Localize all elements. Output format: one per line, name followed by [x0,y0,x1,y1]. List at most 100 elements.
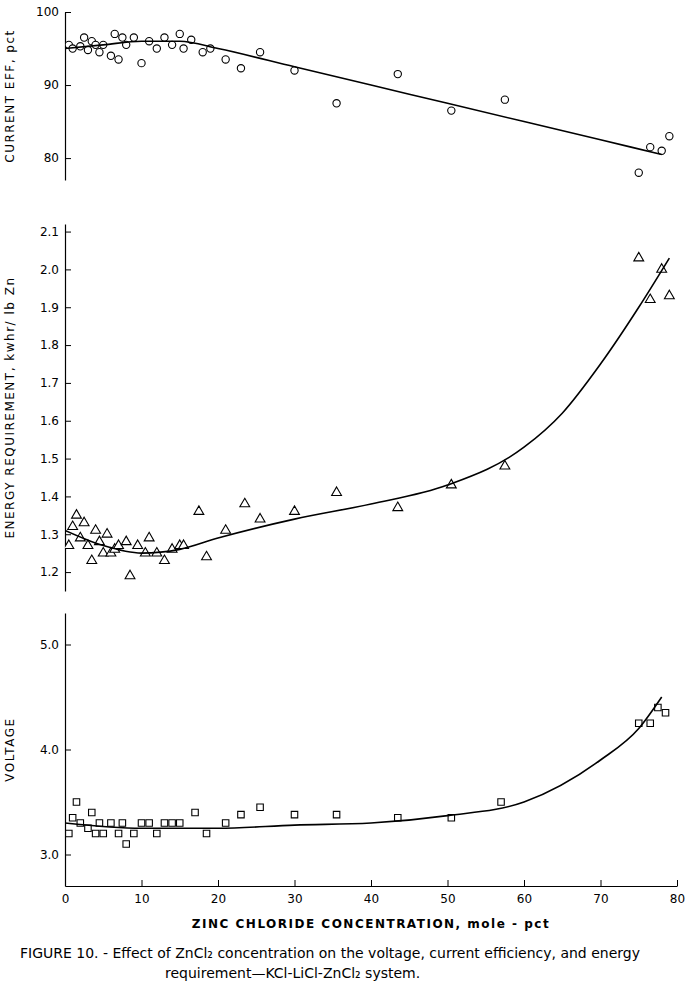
tick-label: 2.0 [40,263,59,277]
y-tick: 80 [44,151,71,165]
y-tick: 1.8 [40,338,71,352]
point [177,820,183,826]
point [203,830,209,836]
point [87,555,97,564]
x-tick: 10 [134,880,149,906]
point [131,830,137,836]
point [161,34,168,41]
point [130,34,137,41]
point [176,30,183,37]
y-tick: 2.0 [40,263,71,277]
point [666,133,673,140]
tick-label: 1.5 [40,452,59,466]
y-axis: 1.21.31.41.51.61.71.81.92.02.1 [40,225,71,592]
point [154,830,160,836]
point [238,811,244,817]
point [222,56,229,63]
tick-label: 50 [440,892,455,906]
tick-label: 70 [593,892,608,906]
y-axis: 80 90 100 [36,5,71,180]
tick-mark [677,880,678,886]
tick-label: 1.7 [40,376,59,390]
point [123,841,129,847]
point [138,820,144,826]
point [144,532,154,541]
y-tick: 4.0 [40,743,71,757]
point [221,525,231,534]
point [108,820,114,826]
fit-line [65,41,662,154]
x-tick: 20 [211,880,226,906]
point [290,506,300,515]
tick-mark [65,158,71,159]
plot-area [65,697,669,847]
point [169,820,175,826]
point [255,513,265,522]
tick-mark [65,307,71,308]
point [140,547,150,556]
point [240,498,250,507]
point [199,49,206,56]
tick-mark [601,880,602,886]
tick-label: 80 [670,892,685,906]
point [498,799,504,805]
point [96,49,103,56]
y-tick: 100 [36,5,71,19]
point [647,720,653,726]
tick-label: 60 [517,892,532,906]
tick-label: 1.8 [40,338,59,352]
x-tick: 40 [364,880,379,906]
tick-mark [65,459,71,460]
axis-line [66,886,678,887]
tick-mark [65,750,71,751]
point [65,540,74,549]
axis-line [65,13,66,181]
y-tick: 5.0 [40,638,71,652]
y-label: CURRENT EFF, pct [3,29,17,162]
tick-label: 100 [36,5,59,19]
point [180,45,187,52]
tick-label: 1.9 [40,301,59,315]
point [647,143,654,150]
point [102,529,112,538]
point [153,45,160,52]
tick-mark [142,880,143,886]
x-tick: 50 [440,880,455,906]
tick-mark [65,534,71,535]
tick-label: 40 [364,892,379,906]
y-tick: 1.4 [40,490,71,504]
tick-mark [65,855,71,856]
y-tick: 2.1 [40,225,71,239]
y-tick: 90 [44,78,71,92]
point [89,809,95,815]
fit-line [65,258,669,553]
point [393,502,403,511]
tick-mark [218,880,219,886]
point [194,506,204,515]
point [160,555,170,564]
tick-label: 4.0 [40,743,59,757]
point [168,41,175,48]
point [111,30,118,37]
tick-label: 1.6 [40,414,59,428]
tick-label: 10 [134,892,149,906]
x-tick: 70 [593,880,608,906]
point [68,521,78,530]
point [146,820,152,826]
tick-mark [65,269,71,270]
tick-label: 20 [211,892,226,906]
point [125,570,135,579]
tick-mark [65,85,71,86]
point [332,487,342,496]
caption: FIGURE 10. - Effect of ZnCl₂ concentrati… [20,945,640,981]
tick-mark [371,880,372,886]
fit-line [65,697,662,828]
plot-area [65,252,674,578]
tick-mark [65,880,66,886]
point [291,811,297,817]
point [394,70,401,77]
x-label: ZINC CHLORIDE CONCENTRATION, mole - pct [192,917,550,931]
point [138,59,145,66]
tick-label: 30 [287,892,302,906]
y-axis: 3.04.05.0 [40,614,71,887]
